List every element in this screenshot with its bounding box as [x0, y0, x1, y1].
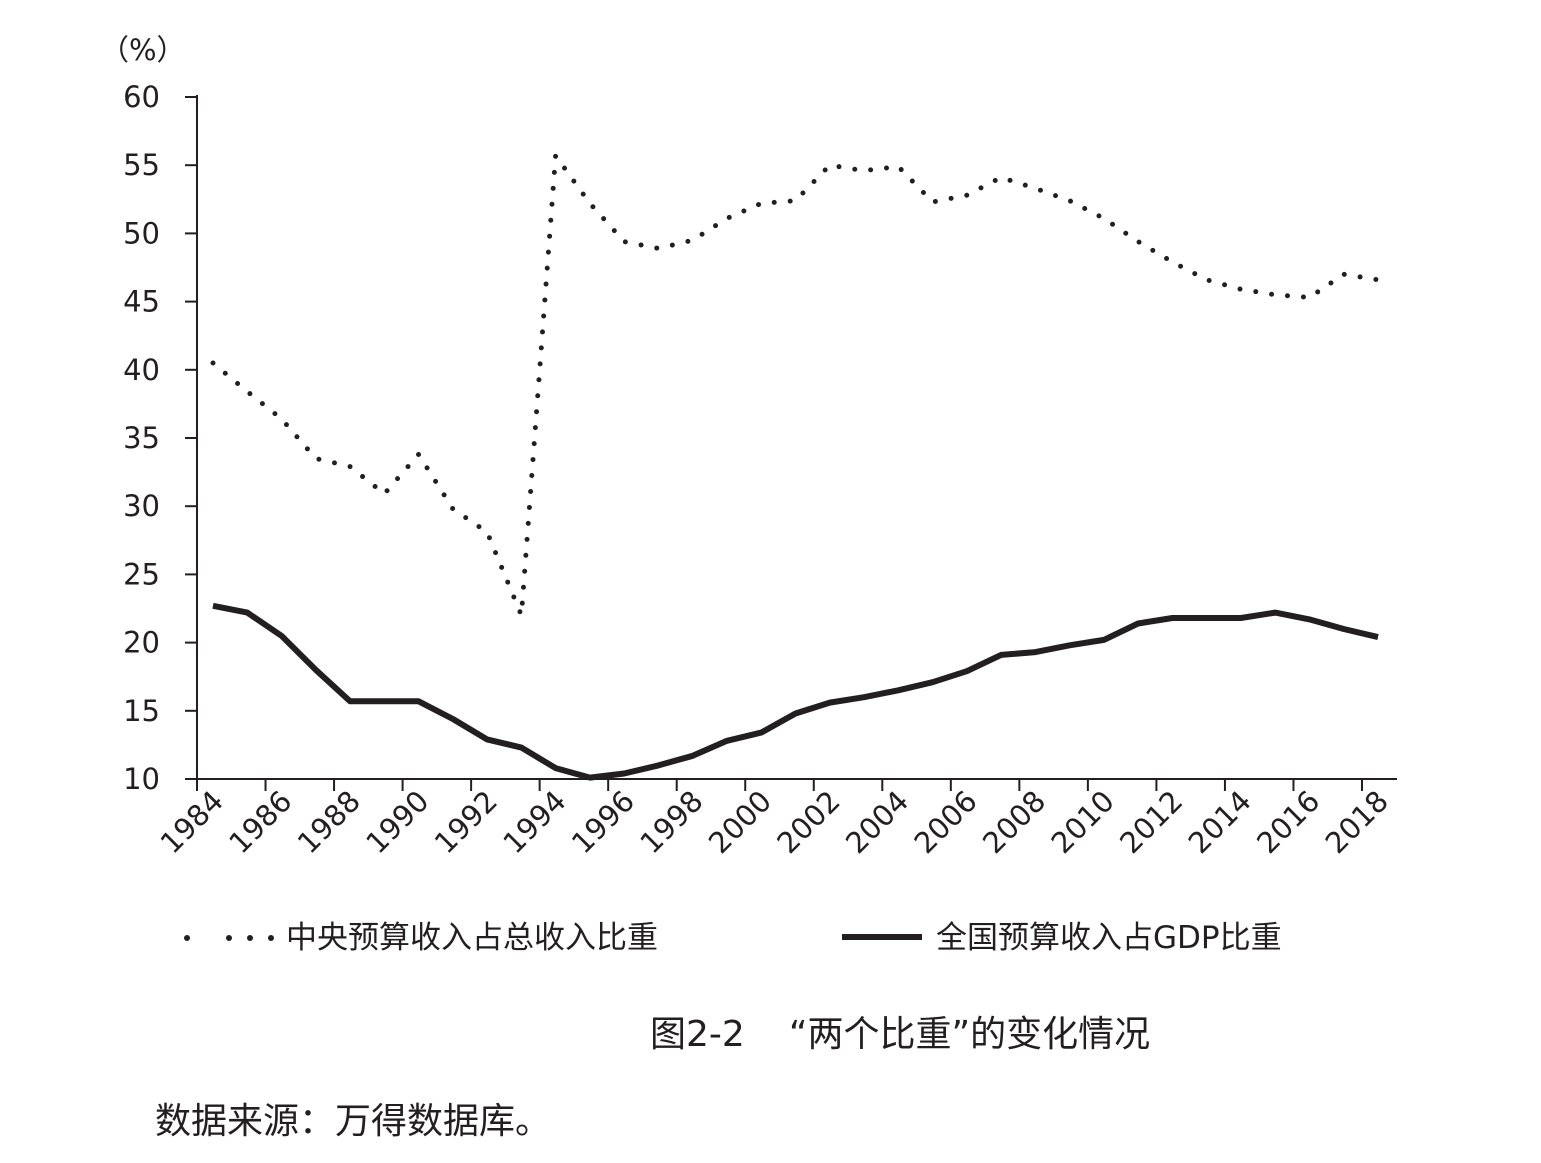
x-tick-label: 2002	[770, 784, 846, 860]
figure-title: “两个比重”的变化情况	[788, 1014, 1151, 1055]
axes	[196, 95, 1397, 780]
y-tick-label: 60	[123, 80, 160, 114]
x-tick-label: 1990	[359, 784, 435, 860]
y-tick-label: 25	[123, 557, 160, 591]
x-tick-label: 2016	[1250, 784, 1326, 860]
y-tick-label: 20	[123, 626, 160, 660]
x-tick-label: 2010	[1045, 784, 1121, 860]
series-line-0	[210, 153, 1381, 618]
x-tick-label: 2008	[976, 784, 1052, 860]
x-tick-label: 1988	[291, 784, 367, 860]
legend-dot	[247, 935, 253, 941]
x-tick-label: 2012	[1113, 784, 1189, 860]
y-tick-label: 10	[123, 762, 160, 796]
legend-label-central-share: 中央预算收入占总收入比重	[286, 920, 658, 956]
x-tick-label: 1986	[222, 784, 298, 860]
legend-item-gdp-share: 全国预算收入占GDP比重	[842, 920, 1282, 956]
data-source-note: 数据来源：万得数据库。	[155, 1101, 552, 1142]
y-tick-label: 45	[123, 285, 160, 319]
y-tick-label: 35	[123, 421, 160, 455]
legend-dot	[184, 935, 190, 941]
x-tick-label: 2014	[1182, 784, 1258, 860]
legend-dot	[268, 935, 274, 941]
x-tick-label: 2006	[908, 784, 984, 860]
x-tick-label: 1994	[496, 784, 572, 860]
y-tick-label: 50	[123, 216, 160, 250]
x-tick-label: 2004	[839, 784, 915, 860]
figure-number: 图2-2	[650, 1014, 745, 1055]
y-axis-ticks: 10 15 20 25 30 35 40 45 50 55 60	[123, 80, 197, 796]
y-axis-unit: （%）	[100, 33, 186, 67]
legend-item-central-share: 中央预算收入占总收入比重	[184, 920, 658, 956]
legend-label-gdp-share: 全国预算收入占GDP比重	[936, 920, 1282, 956]
x-tick-label: 1996	[565, 784, 641, 860]
legend-dot	[226, 935, 232, 941]
legend: 中央预算收入占总收入比重 全国预算收入占GDP比重	[184, 920, 1282, 956]
x-tick-label: 2000	[702, 784, 778, 860]
y-tick-label: 30	[123, 489, 160, 523]
y-tick-label: 40	[123, 353, 160, 387]
x-tick-label: 2018	[1319, 784, 1395, 860]
x-tick-label: 1992	[428, 784, 504, 860]
x-axis-ticks: 1984198619881990199219941996199820002002…	[154, 779, 1395, 860]
series-layer	[210, 153, 1381, 781]
x-tick-label: 1984	[154, 784, 230, 860]
figure-caption: 图2-2 “两个比重”的变化情况	[650, 1005, 1150, 1057]
legend-swatch-dotted	[184, 935, 274, 941]
x-tick-label: 1998	[633, 784, 709, 860]
y-tick-label: 55	[123, 148, 160, 182]
series-line-1	[212, 602, 1379, 781]
y-tick-label: 15	[123, 694, 160, 728]
